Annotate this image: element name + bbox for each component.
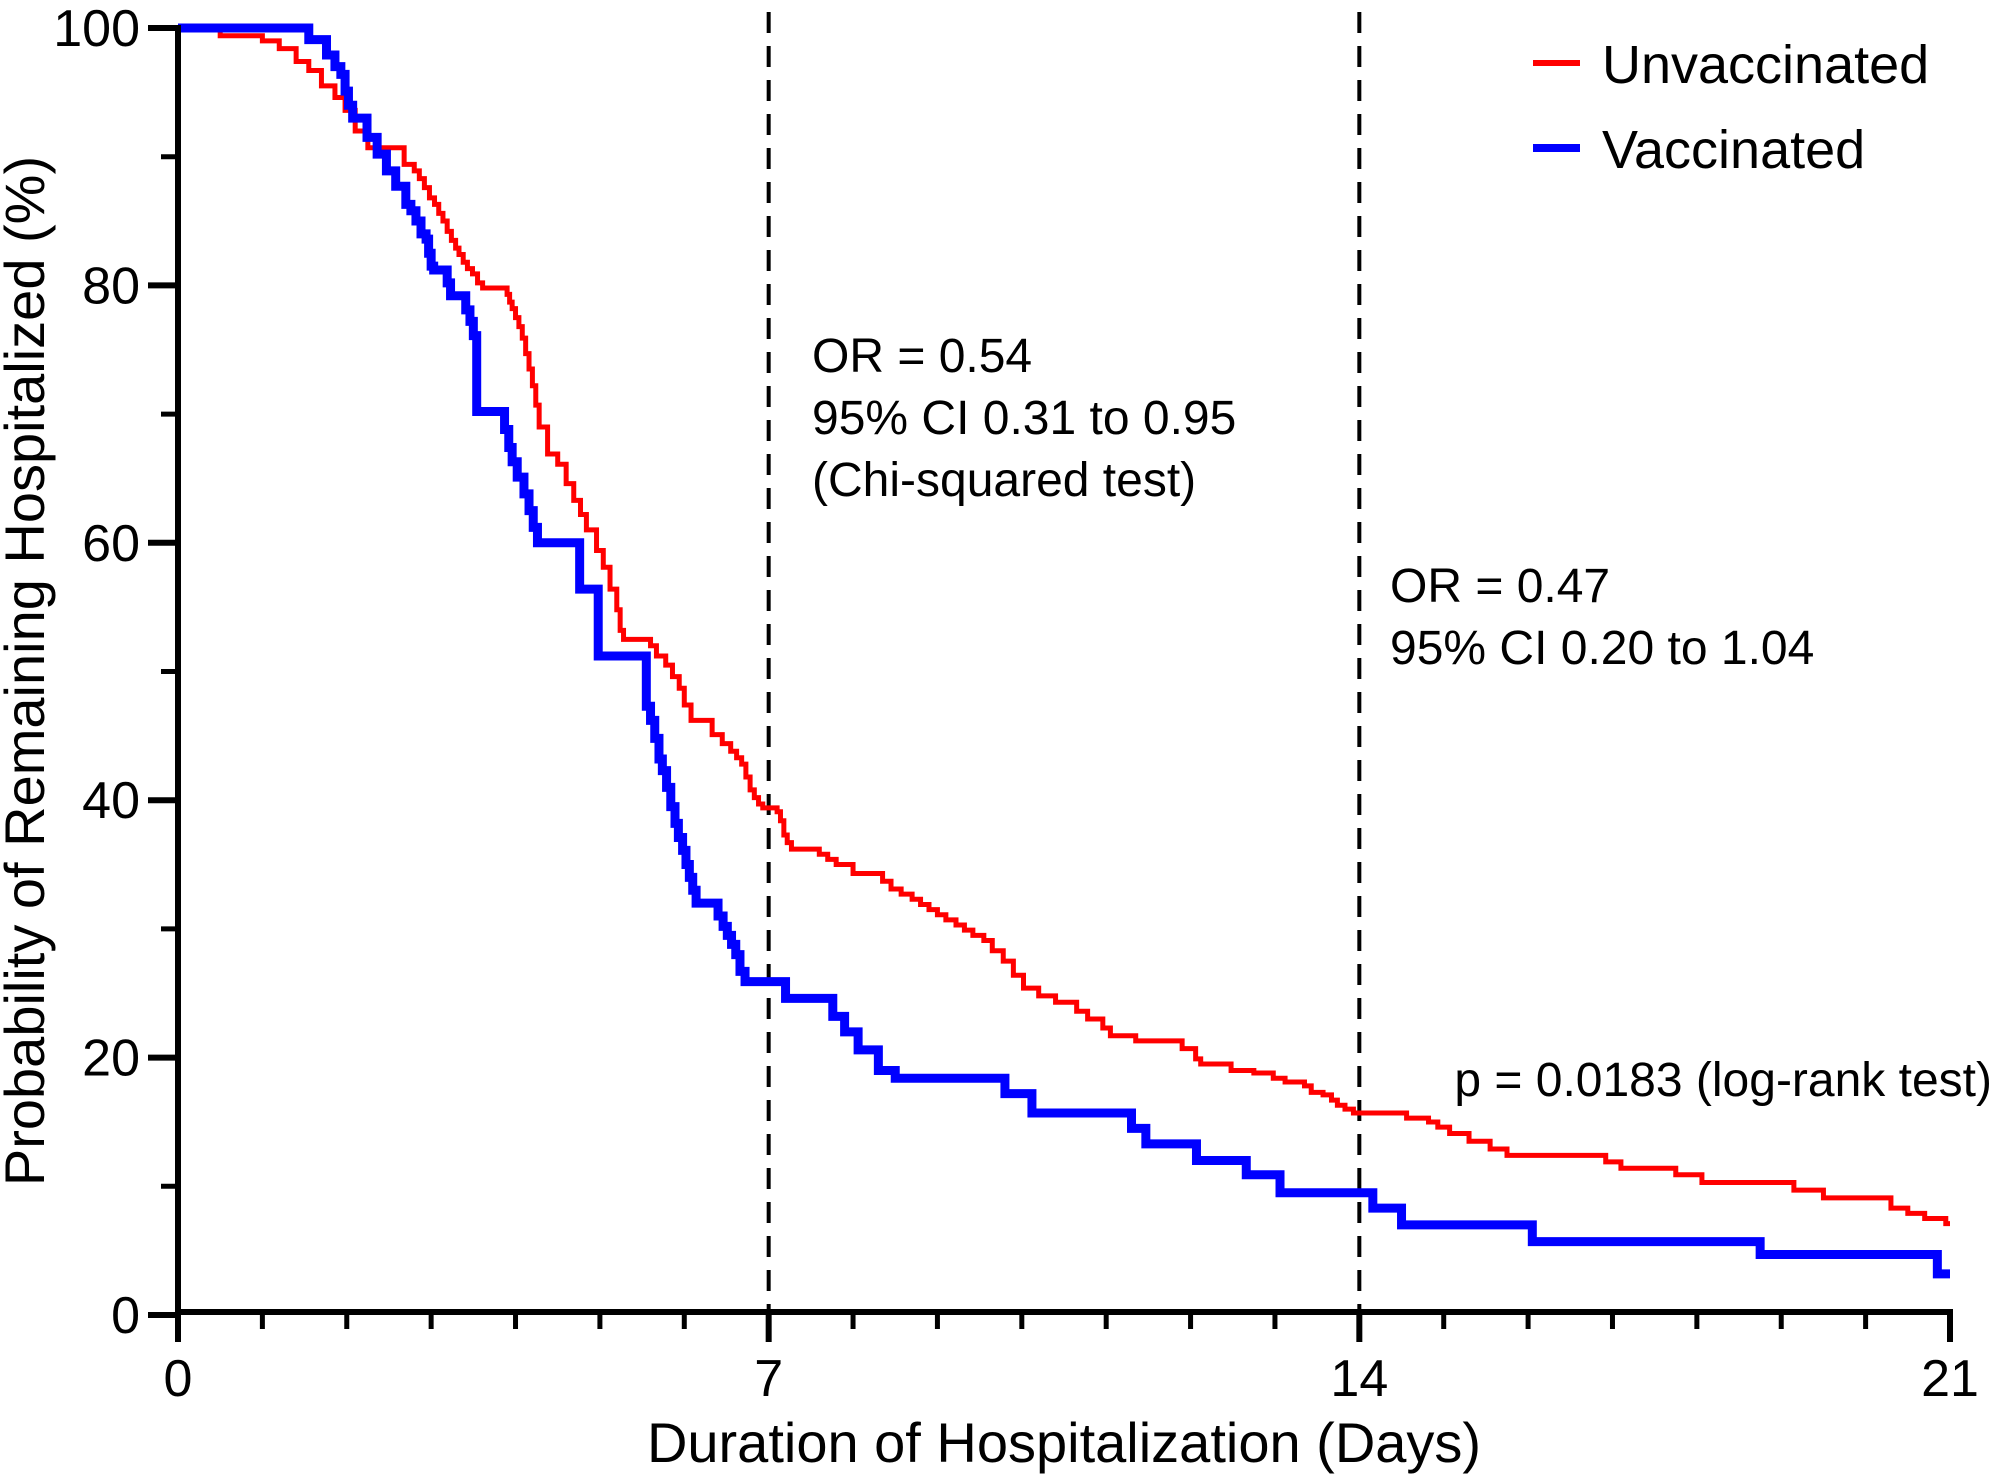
legend-vaccinated-label: Vaccinated (1602, 120, 1865, 180)
x-axis-title: Duration of Hospitalization (Days) (647, 1411, 1481, 1474)
y-tick-label: 60 (82, 515, 140, 573)
series-path-vaccinated (178, 23, 1950, 1279)
series-path-unvaccinated (178, 25, 1950, 1227)
or-day14-line1: OR = 0.47 (1390, 560, 1610, 613)
y-tick-label: 100 (53, 0, 140, 58)
legend: Unvaccinated Vaccinated (1533, 35, 1929, 180)
y-axis-title: Probability of Remaining Hospitalized (%… (0, 156, 56, 1186)
annotation-or-day14: OR = 0.47 95% CI 0.20 to 1.04 (1390, 560, 1814, 675)
x-tick-label: 21 (1921, 1350, 1979, 1408)
series-layer (178, 23, 1950, 1279)
y-tick-label: 40 (82, 772, 140, 830)
annotation-or-day7: OR = 0.54 95% CI 0.31 to 0.95 (Chi-squar… (812, 330, 1236, 507)
p-value-annotation: p = 0.0183 (log-rank test) (1454, 1054, 1992, 1107)
axes-layer: 0 7 14 21 0 20 40 60 80 100 (53, 0, 1979, 1408)
x-tick-label: 0 (164, 1350, 193, 1408)
legend-unvaccinated-label: Unvaccinated (1602, 35, 1929, 95)
or-day7-line2: 95% CI 0.31 to 0.95 (812, 392, 1236, 445)
y-tick-label: 20 (82, 1030, 140, 1088)
or-day7-line1: OR = 0.54 (812, 330, 1032, 383)
x-tick-label: 14 (1330, 1350, 1388, 1408)
y-tick-label: 80 (82, 257, 140, 315)
or-day14-line2: 95% CI 0.20 to 1.04 (1390, 622, 1814, 675)
or-day7-line3: (Chi-squared test) (812, 454, 1196, 507)
reference-lines-layer (766, 12, 1362, 1310)
x-tick-label: 7 (754, 1350, 783, 1408)
y-tick-label: 0 (111, 1287, 140, 1345)
